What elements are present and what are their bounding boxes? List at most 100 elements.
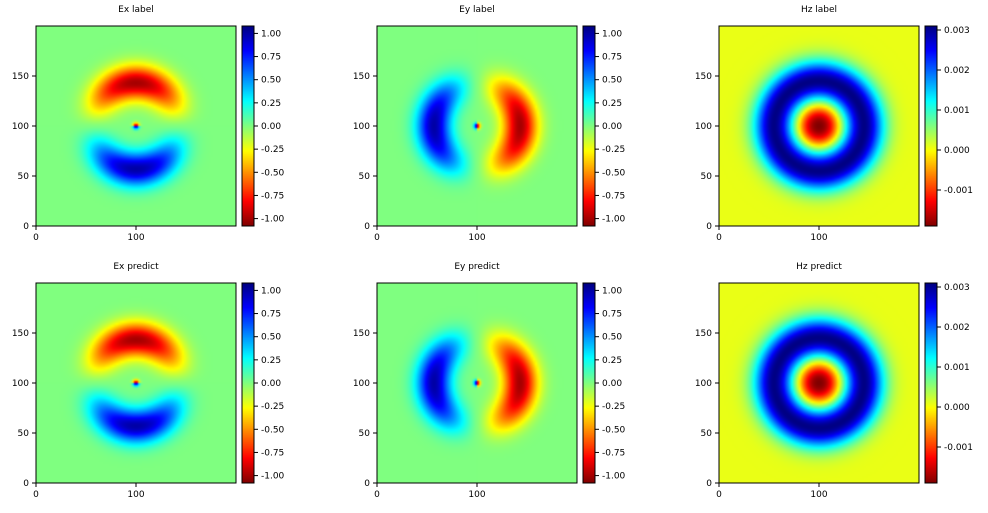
x-tick-label: 100 — [468, 490, 485, 500]
colorbar-tick-label: -0.50 — [602, 425, 626, 435]
heatmap-image — [36, 283, 236, 483]
colorbar-tick-label: 0.00 — [261, 379, 281, 389]
y-tick-label: 100 — [353, 122, 370, 132]
x-tick-label: 0 — [716, 490, 722, 500]
chart-title: Ey label — [459, 5, 495, 15]
chart-panel: Ey predict 0 100 0 50 100 150 1.00 0.75 0.50 0.25 0… — [353, 262, 626, 500]
colorbar — [242, 26, 254, 226]
heatmap-image — [377, 26, 577, 226]
heatmap-image — [719, 283, 919, 483]
x-tick-label: 100 — [810, 233, 827, 243]
x-tick-label: 100 — [127, 233, 144, 243]
chart-title: Ex label — [118, 5, 154, 15]
colorbar-tick-label: 0.00 — [602, 379, 622, 389]
x-tick-label: 100 — [468, 233, 485, 243]
y-tick-label: 0 — [23, 479, 29, 489]
colorbar-tick-label: -0.50 — [261, 425, 285, 435]
colorbar-tick-label: 0.75 — [602, 53, 622, 63]
x-tick-label: 100 — [127, 490, 144, 500]
chart-panel: Ex label 0 100 0 50 100 150 1.00 0.75 0.50 0.25 0.0… — [12, 5, 285, 243]
chart-panel: Hz predict 0 100 0 50 100 150 0.003 0.002 0.001 0.… — [695, 262, 973, 500]
y-tick-label: 150 — [353, 329, 370, 339]
colorbar-tick-label: 0.75 — [602, 310, 622, 320]
colorbar-tick-label: 0.003 — [944, 26, 970, 36]
colorbar-tick-label: 1.00 — [261, 29, 281, 39]
colorbar-tick-label: 1.00 — [602, 29, 622, 39]
colorbar-tick-label: -0.75 — [261, 448, 284, 458]
colorbar-tick-label: 0.50 — [602, 76, 622, 86]
y-tick-label: 0 — [706, 222, 712, 232]
colorbar-tick-label: -0.75 — [602, 448, 625, 458]
colorbar-tick-label: -1.00 — [602, 472, 626, 482]
colorbar-tick-label: 0.00 — [602, 122, 622, 132]
y-tick-label: 100 — [695, 379, 712, 389]
y-tick-label: 150 — [695, 329, 712, 339]
y-tick-label: 0 — [364, 222, 370, 232]
colorbar — [583, 283, 595, 483]
y-tick-label: 150 — [12, 72, 29, 82]
y-tick-label: 50 — [18, 429, 30, 439]
x-tick-label: 100 — [810, 490, 827, 500]
colorbar-tick-label: 0.25 — [602, 99, 622, 109]
colorbar-tick-label: 1.00 — [602, 286, 622, 296]
colorbar-tick-label: 0.50 — [261, 76, 281, 86]
y-tick-label: 50 — [359, 429, 371, 439]
colorbar-tick-label: -0.25 — [261, 402, 284, 412]
x-tick-label: 0 — [33, 233, 39, 243]
colorbar-tick-label: -0.25 — [261, 145, 284, 155]
y-tick-label: 150 — [12, 329, 29, 339]
colorbar-frame — [924, 25, 938, 227]
colorbar — [583, 26, 595, 226]
colorbar-tick-label: 1.00 — [261, 286, 281, 296]
colorbar-tick-label: 0.001 — [944, 106, 970, 116]
y-tick-label: 0 — [706, 479, 712, 489]
colorbar-tick-label: 0.25 — [261, 99, 281, 109]
colorbar-tick-label: 0.001 — [944, 363, 970, 373]
colorbar-tick-label: -0.75 — [602, 191, 625, 201]
colorbar-frame — [924, 282, 938, 484]
x-tick-label: 0 — [716, 233, 722, 243]
heatmap-image — [36, 26, 236, 226]
y-tick-label: 50 — [701, 429, 713, 439]
colorbar-tick-label: -0.50 — [602, 168, 626, 178]
colorbar-tick-label: -1.00 — [602, 215, 626, 225]
colorbar-tick-label: 0.75 — [261, 310, 281, 320]
heatmap-image — [719, 26, 919, 226]
colorbar-tick-label: 0.002 — [944, 66, 970, 76]
heatmap-image — [377, 283, 577, 483]
x-tick-label: 0 — [374, 490, 380, 500]
colorbar-tick-label: 0.50 — [602, 333, 622, 343]
y-tick-label: 50 — [18, 172, 30, 182]
colorbar — [242, 283, 254, 483]
colorbar-tick-label: 0.75 — [261, 53, 281, 63]
colorbar-tick-label: 0.25 — [602, 356, 622, 366]
colorbar-tick-label: -0.25 — [602, 145, 625, 155]
chart-panel: Hz label 0 100 0 50 100 150 0.003 0.002 0.001 0.00… — [695, 5, 973, 243]
colorbar-tick-label: -0.001 — [944, 186, 973, 196]
chart-title: Hz label — [801, 5, 837, 15]
colorbar — [925, 26, 937, 226]
colorbar-tick-label: -1.00 — [261, 215, 285, 225]
chart-title: Hz predict — [796, 262, 842, 272]
chart-panel: Ex predict 0 100 0 50 100 150 1.00 0.75 0.50 0.25 0… — [12, 262, 285, 500]
colorbar-tick-label: 0.002 — [944, 323, 970, 333]
y-tick-label: 50 — [701, 172, 713, 182]
colorbar-tick-label: -0.001 — [944, 443, 973, 453]
colorbar-tick-label: 0.25 — [261, 356, 281, 366]
chart-panel: Ey label 0 100 0 50 100 150 1.00 0.75 0.50 0.25 0.0… — [353, 5, 626, 243]
y-tick-label: 0 — [364, 479, 370, 489]
y-tick-label: 100 — [12, 122, 29, 132]
x-tick-label: 0 — [33, 490, 39, 500]
colorbar-tick-label: -1.00 — [261, 472, 285, 482]
y-tick-label: 50 — [359, 172, 371, 182]
colorbar-tick-label: 0.50 — [261, 333, 281, 343]
colorbar-tick-label: -0.25 — [602, 402, 625, 412]
colorbar-tick-label: 0.00 — [261, 122, 281, 132]
chart-title: Ex predict — [113, 262, 159, 272]
y-tick-label: 150 — [695, 72, 712, 82]
colorbar-tick-label: 0.000 — [944, 146, 970, 156]
y-tick-label: 100 — [353, 379, 370, 389]
colorbar — [925, 283, 937, 483]
colorbar-tick-label: -0.75 — [261, 191, 284, 201]
